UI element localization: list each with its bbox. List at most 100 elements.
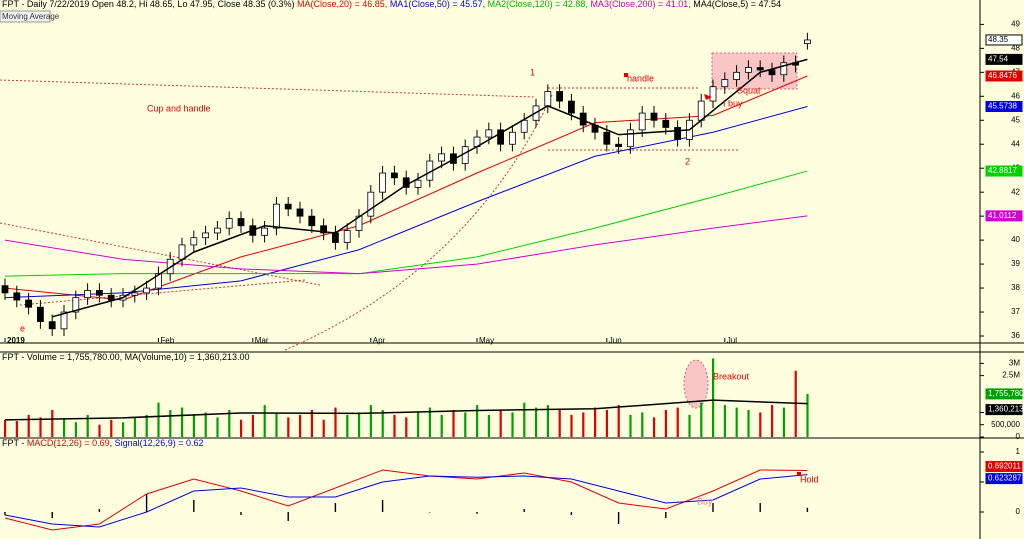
- volume-bar: [110, 419, 113, 437]
- value-box: [985, 101, 1023, 113]
- volume-bar: [405, 417, 408, 437]
- value-box-label: 47.54: [988, 54, 1009, 63]
- candle-body: [756, 67, 764, 71]
- cup-arc: [284, 94, 553, 351]
- volume-bar: [15, 421, 18, 437]
- header-segment: MA4(Close,5) = 47.54: [693, 0, 781, 9]
- volume-bar: [476, 405, 479, 437]
- value-box-label: 46.8476: [988, 71, 1017, 80]
- histogram-bar: [570, 512, 573, 515]
- candle-body: [143, 287, 151, 294]
- indicator-line: [4, 469, 808, 531]
- histogram-bar: [665, 512, 667, 518]
- y-tick-label: 44: [1011, 139, 1020, 148]
- annotation: Hold: [800, 474, 819, 484]
- indicator-line: [4, 170, 808, 277]
- indicator-line: [4, 106, 808, 299]
- volume-bar: [192, 414, 195, 437]
- candle-body: [308, 215, 316, 227]
- candle-body: [461, 146, 469, 164]
- y-tick-label: 0: [1016, 507, 1021, 516]
- volume-bar: [122, 422, 125, 437]
- candle-body: [721, 79, 729, 88]
- candle-body: [780, 62, 788, 76]
- volume-bar: [735, 407, 738, 437]
- annotation-marker: [624, 73, 628, 77]
- y-tick-label: 46: [1011, 91, 1020, 100]
- value-box: [985, 404, 1023, 416]
- volume-bar: [747, 410, 750, 437]
- volume-bar: [157, 402, 160, 437]
- candle-body: [60, 311, 68, 330]
- candle-body: [190, 237, 198, 246]
- volume-bar: [358, 412, 361, 437]
- header-segment: ,: [110, 438, 115, 448]
- histogram-bar: [145, 494, 148, 512]
- header-segment: MACD(12,26) = 0.69: [27, 438, 110, 448]
- volume-bar: [417, 412, 420, 437]
- volume-bar: [63, 418, 66, 437]
- value-box: [985, 210, 1023, 222]
- candle-body: [96, 290, 103, 296]
- histogram-bar: [712, 503, 714, 512]
- volume-bar: [133, 417, 136, 437]
- histogram-bar: [381, 500, 384, 512]
- volume-bar: [216, 417, 219, 437]
- value-box-label: 0.623287: [988, 474, 1022, 483]
- y-tick-label: 500,000: [991, 420, 1020, 429]
- x-tick-label: Feb: [160, 336, 174, 345]
- candle-body: [485, 129, 493, 138]
- candle-body: [1, 285, 9, 294]
- annotation: Squat: [737, 85, 761, 95]
- volume-bar: [74, 422, 77, 437]
- volume-bar: [228, 410, 231, 437]
- y-tick-label: 48: [1011, 43, 1020, 52]
- volume-bar: [558, 410, 561, 437]
- volume-bar: [322, 419, 325, 437]
- panel-header: FPT - MACD(12,26) = 0.69, Signal(12,26,9…: [2, 438, 203, 448]
- value-box: [985, 53, 1023, 65]
- candle-body: [213, 227, 221, 234]
- volume-bar: [570, 414, 573, 437]
- histogram-bar: [193, 500, 195, 512]
- candle-body: [237, 218, 245, 227]
- header-segment: Signal(12,26,9) = 0.62: [115, 438, 204, 448]
- x-tick-label: May: [479, 336, 494, 345]
- annotation: I buy: [723, 98, 743, 108]
- histogram-bar: [429, 512, 431, 513]
- volume-bar: [204, 412, 207, 437]
- value-box-label: 0.692011: [988, 462, 1021, 471]
- candle-body: [72, 297, 80, 313]
- x-tick-label: 2019: [7, 336, 25, 345]
- annotation-marker: [797, 472, 801, 476]
- volume-bar: [464, 412, 467, 437]
- indicator-line: [4, 399, 808, 421]
- y-tick-label: 45: [1011, 115, 1020, 124]
- volume-bar: [629, 414, 632, 437]
- volume-bar: [594, 407, 597, 437]
- x-tick-label: Jul: [727, 336, 737, 345]
- volume-bar: [723, 405, 726, 437]
- annotation: Cup and handle: [147, 103, 211, 113]
- candle-body: [367, 191, 375, 217]
- volume-bar: [653, 417, 656, 437]
- candle-body: [107, 294, 115, 301]
- volume-bar: [240, 419, 243, 437]
- volume-bar: [51, 410, 54, 437]
- annotation: e: [20, 323, 25, 333]
- candle-body: [37, 306, 44, 323]
- annotation: 1: [530, 67, 535, 77]
- volume-bar: [334, 407, 337, 437]
- volume-bar: [582, 412, 585, 437]
- value-box-label: 1,360,213: [988, 405, 1024, 414]
- volume-bar: [39, 417, 42, 437]
- candle-body: [662, 119, 670, 128]
- candle-body: [178, 244, 186, 260]
- y-tick-label: 0: [1016, 432, 1021, 441]
- candle-body: [390, 172, 398, 179]
- x-tick-label: Apr: [373, 336, 386, 345]
- candle-body: [650, 112, 658, 121]
- histogram-bar: [51, 512, 53, 518]
- volume-bar: [27, 414, 30, 437]
- histogram-bar: [98, 509, 101, 512]
